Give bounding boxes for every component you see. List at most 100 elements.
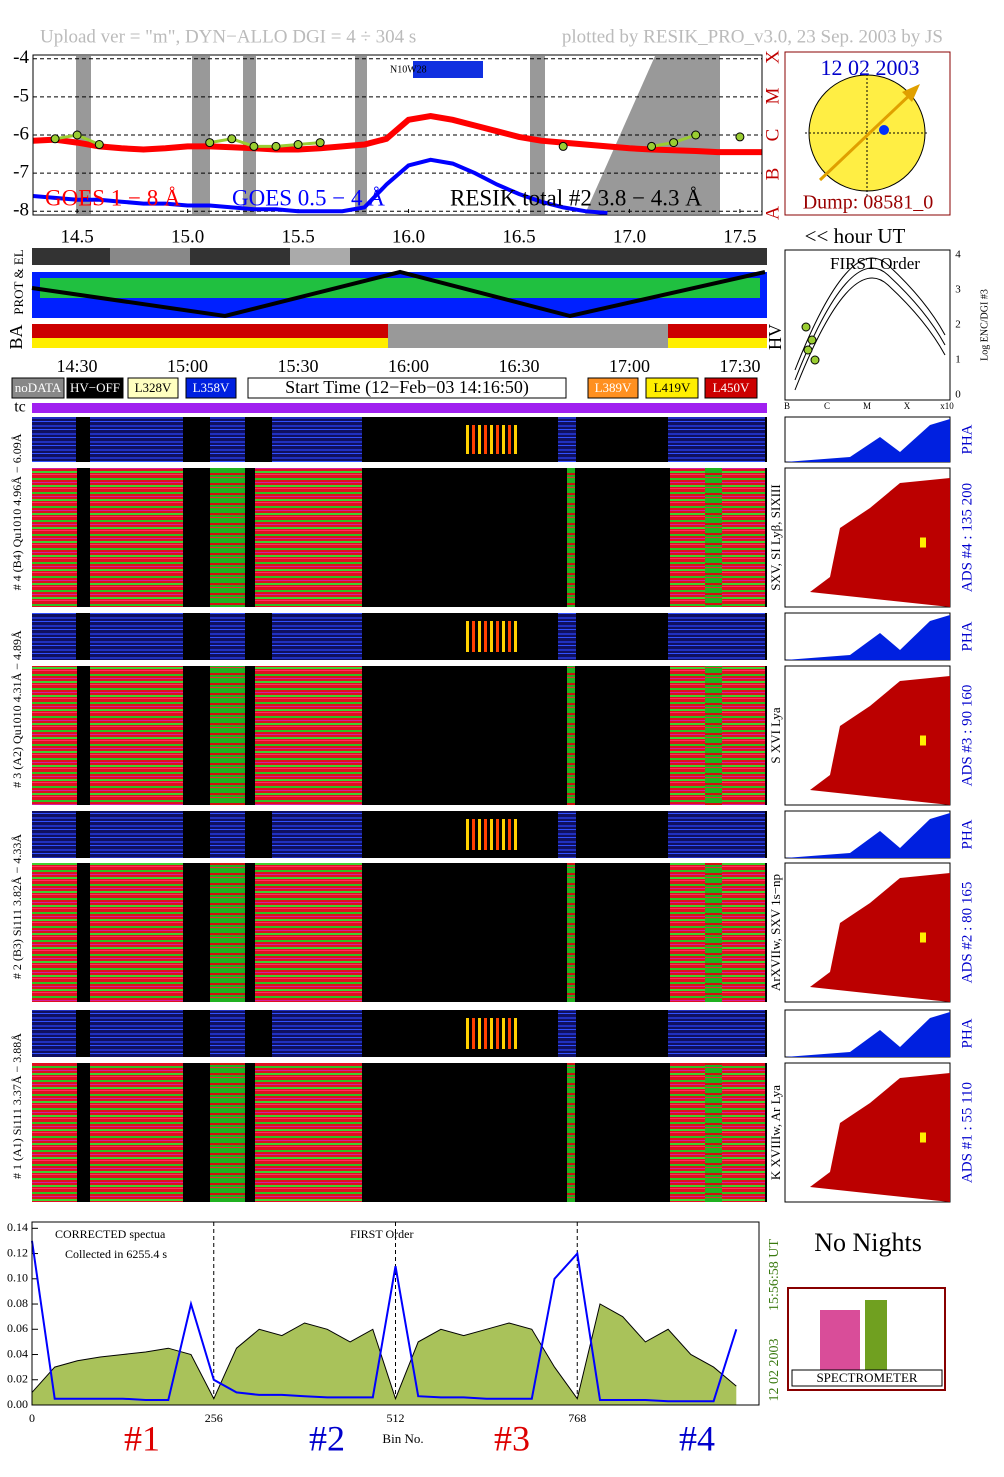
side-label: 15:56:58 UT <box>767 1239 782 1311</box>
spectrogram-texture <box>32 666 77 805</box>
logo-s <box>820 1310 860 1370</box>
tc-label: tc <box>14 399 26 416</box>
x-tick-label: 16.0 <box>392 226 425 247</box>
first-order-panel: FIRST Order Log ENC/DGI #3 <box>784 249 990 401</box>
spectrogram-texture <box>670 863 705 1002</box>
channel-lines: ArXVIIw, SXV 1s−np <box>768 874 783 991</box>
spectrogram-texture <box>210 666 245 805</box>
x-tick-label: 15.5 <box>281 226 314 247</box>
series-line <box>31 1303 737 1401</box>
spectrogram-texture <box>255 1063 362 1202</box>
logo-k <box>865 1300 887 1370</box>
point <box>72 130 82 140</box>
pha-texture <box>668 1010 765 1057</box>
frame <box>32 54 763 216</box>
flare-stripe <box>478 1018 481 1049</box>
x-axis-label: << hour UT <box>805 224 906 248</box>
x-tick-label: 14.5 <box>61 226 94 247</box>
y-tick-label: 0.12 <box>7 1245 28 1259</box>
flare-class: A <box>762 206 783 220</box>
spectrogram-texture <box>255 863 362 1002</box>
pha-texture <box>210 811 245 858</box>
y-tick-label: 0.06 <box>7 1321 28 1335</box>
x-tick-label: 768 <box>568 1411 586 1425</box>
legend-box <box>587 377 639 399</box>
pha-texture <box>272 417 362 462</box>
pha-texture <box>272 1010 362 1057</box>
point <box>50 134 60 144</box>
channel-range: # 2 (B3) Si111 3.82Å − 4.33Å <box>10 834 24 980</box>
y-tick-label: 0.14 <box>7 1220 28 1234</box>
channel-range: # 4 (B4) Qu1010 4.96Å − 6.09Å <box>10 433 24 590</box>
legend-box <box>11 377 65 399</box>
legend-label: L419V <box>654 380 691 395</box>
pha-texture <box>558 613 576 660</box>
channel-pha: PHA <box>959 1018 975 1048</box>
flare-stripe <box>478 621 481 652</box>
pha-texture <box>210 613 245 660</box>
prot-label: PROT & EL <box>11 249 26 315</box>
flare-stripe <box>496 1018 499 1049</box>
legend-label: L328V <box>135 380 172 395</box>
flare-stripe <box>490 1018 493 1049</box>
x-tick-label: 16.5 <box>502 226 535 247</box>
flare-stripe <box>484 425 487 454</box>
flare-stripe <box>508 819 511 850</box>
spectrogram-texture <box>210 863 245 1002</box>
spectrogram-texture <box>722 468 765 607</box>
frame <box>31 1221 760 1406</box>
spectrogram-texture <box>722 863 765 1002</box>
pha-hist <box>785 419 950 462</box>
spectrogram-texture <box>32 468 77 607</box>
annotation: FIRST Order <box>350 1227 413 1241</box>
point <box>293 140 303 150</box>
annotation: CORRECTED spectua <box>55 1227 166 1241</box>
flare-stripe <box>484 1018 487 1049</box>
ads-hist <box>810 478 950 607</box>
spectrogram-texture <box>670 1063 705 1202</box>
flare-stripe <box>472 1018 475 1049</box>
spectrogram-texture <box>705 468 722 607</box>
flare-stripe <box>466 425 469 454</box>
spectrogram-texture <box>722 666 765 805</box>
tick-label: C <box>824 401 830 411</box>
legend-box <box>645 377 699 399</box>
flare-stripe <box>508 1018 511 1049</box>
x-tick-label: 17.0 <box>613 226 646 247</box>
time-label: 14:30 <box>56 356 97 376</box>
pha-texture <box>210 1010 245 1057</box>
flare-class: X <box>762 50 783 64</box>
pha-texture <box>210 417 245 462</box>
pha-texture <box>558 1010 576 1057</box>
pha-texture <box>32 417 76 462</box>
flare-stripe <box>514 819 517 850</box>
flare-stripe <box>484 819 487 850</box>
tick-label: X <box>904 401 911 411</box>
no-nights: No Nights <box>814 1228 922 1257</box>
flare-class: M <box>762 87 783 104</box>
legend-box <box>185 377 237 399</box>
flare-stripe <box>502 621 505 652</box>
ads-marker <box>920 932 926 943</box>
header-left: Upload ver = "m", DYN−ALLO DGI = 4 ÷ 304… <box>40 26 416 47</box>
spectrogram-texture <box>722 1063 765 1202</box>
y-tick-label: 0.00 <box>7 1397 28 1411</box>
flare-stripe <box>490 425 493 454</box>
tick-label: 0 <box>955 389 961 401</box>
x-tick-label: 512 <box>387 1411 405 1425</box>
spectrogram-texture <box>32 863 77 1002</box>
pha-texture <box>90 1010 183 1057</box>
flare-stripe <box>472 819 475 850</box>
section-label: #2 <box>309 1418 345 1458</box>
spectrogram-texture <box>255 666 362 805</box>
y-tick-label: -6 <box>13 123 29 144</box>
pha-hist <box>785 1012 950 1057</box>
point <box>735 132 745 142</box>
flare-stripe <box>502 819 505 850</box>
pha-texture <box>272 811 362 858</box>
spectrogram-texture <box>705 666 722 805</box>
x-tick-label: 15.0 <box>171 226 204 247</box>
ads-hist <box>810 676 950 805</box>
point <box>271 141 281 151</box>
